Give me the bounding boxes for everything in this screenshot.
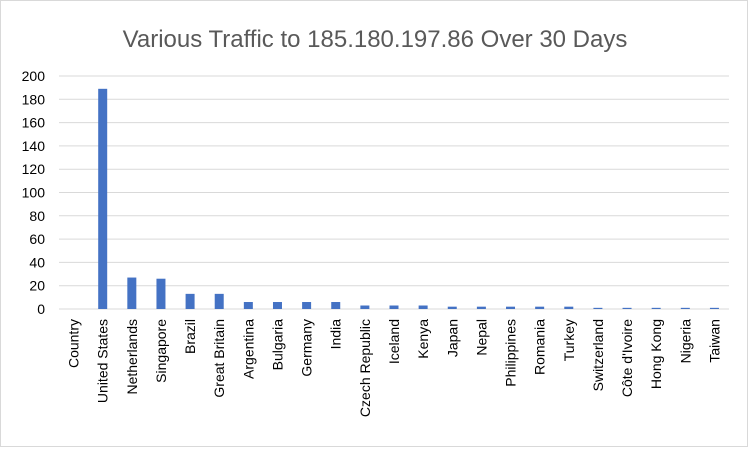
bar xyxy=(389,305,399,309)
y-tick-label: 20 xyxy=(29,278,45,294)
gridlines xyxy=(59,75,729,310)
x-tick-label: Argentina xyxy=(240,319,256,379)
x-tick-label: Côte d'Ivoire xyxy=(619,319,635,397)
bar xyxy=(243,302,253,309)
x-tick-label: Taiwan xyxy=(706,319,722,363)
x-tick-label: Turkey xyxy=(561,319,577,361)
chart-title: Various Traffic to 185.180.197.86 Over 3… xyxy=(123,26,628,53)
x-tick-label: Kenya xyxy=(415,319,431,359)
bar xyxy=(709,307,719,309)
bar xyxy=(622,307,632,309)
y-tick-label: 40 xyxy=(29,254,45,270)
x-tick-label: Bulgaria xyxy=(269,319,285,371)
y-tick-label: 80 xyxy=(29,208,45,224)
x-tick-label: Brazil xyxy=(182,319,198,354)
bar xyxy=(418,305,428,309)
y-tick-label: 160 xyxy=(22,115,46,131)
bar xyxy=(302,302,312,309)
y-tick-label: 180 xyxy=(22,91,46,107)
y-tick-label: 100 xyxy=(22,185,46,201)
bar xyxy=(651,307,661,309)
bar xyxy=(564,306,574,309)
x-tick-label: Singapore xyxy=(153,319,169,383)
x-tick-label: Germany xyxy=(299,319,315,377)
bar xyxy=(156,278,166,309)
bars xyxy=(98,88,719,309)
x-tick-label: Romania xyxy=(532,319,548,375)
bar xyxy=(360,305,370,309)
y-tick-label: 200 xyxy=(22,68,46,84)
x-axis-ticks: Country United States Netherlands Singapore… xyxy=(66,319,723,417)
bar xyxy=(127,277,137,309)
bar xyxy=(476,306,486,309)
x-tick-label: Iceland xyxy=(386,319,402,364)
y-tick-label: 60 xyxy=(29,231,45,247)
x-tick-label: United States xyxy=(95,319,111,403)
x-tick-label: Czech Republic xyxy=(357,319,373,417)
bar xyxy=(185,293,195,309)
x-tick-label: Hong Kong xyxy=(648,319,664,389)
bar xyxy=(680,307,690,309)
y-axis-ticks: 0 20 40 60 80 100 120 140 160 180 200 xyxy=(22,68,46,317)
bar xyxy=(506,306,516,309)
x-tick-label: Switzerland xyxy=(590,319,606,391)
x-tick-label: Japan xyxy=(444,319,460,357)
y-tick-label: 140 xyxy=(22,138,46,154)
y-tick-label: 120 xyxy=(22,161,46,177)
x-tick-label: Nigeria xyxy=(677,319,693,364)
x-tick-label: India xyxy=(328,319,344,350)
bar xyxy=(331,302,341,309)
x-tick-label: Country xyxy=(66,319,82,368)
bar xyxy=(593,307,603,309)
bar xyxy=(272,302,282,309)
x-tick-label: Great Britain xyxy=(211,319,227,398)
bar xyxy=(98,88,108,309)
bar xyxy=(214,293,224,309)
x-tick-label: Netherlands xyxy=(124,319,140,395)
y-tick-label: 0 xyxy=(37,301,45,317)
bar xyxy=(535,306,545,309)
bar xyxy=(447,306,457,309)
x-tick-label: Nepal xyxy=(473,319,489,356)
x-tick-label: Philippines xyxy=(503,319,519,387)
